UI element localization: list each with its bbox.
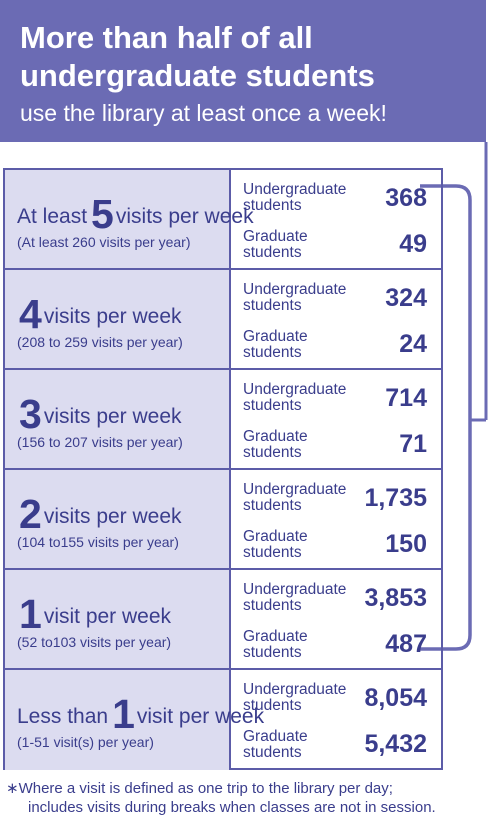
headline-line-3: use the library at least once a week! bbox=[20, 100, 387, 126]
undergrad-label: Undergraduate students bbox=[243, 381, 347, 414]
undergrad-label: Undergraduate students bbox=[243, 681, 347, 714]
frequency-cell: 1visit per week (52 to103 visits per yea… bbox=[5, 570, 231, 668]
grad-count: 71 bbox=[399, 430, 427, 458]
headline-banner: More than half of all undergraduate stud… bbox=[0, 0, 486, 142]
frequency-cell: At least5visits per week (At least 260 v… bbox=[5, 170, 254, 268]
range-label: (At least 260 visits per year) bbox=[17, 234, 191, 250]
footnote-line-1: ∗Where a visit is defined as one trip to… bbox=[6, 780, 393, 797]
range-label: (104 to155 visits per year) bbox=[17, 534, 179, 550]
range-label: (1-51 visit(s) per year) bbox=[17, 734, 154, 750]
footnote-line-2: includes visits during breaks when class… bbox=[28, 799, 436, 816]
frequency-cell: 4visits per week (208 to 259 visits per … bbox=[5, 270, 231, 368]
grad-label: Graduate students bbox=[243, 228, 308, 261]
undergrad-count: 1,735 bbox=[364, 484, 427, 512]
footnote: ∗Where a visit is defined as one trip to… bbox=[6, 779, 498, 817]
undergrad-label: Undergraduate students bbox=[243, 481, 347, 514]
undergrad-label: Undergraduate students bbox=[243, 281, 347, 314]
table-row: 3visits per week (156 to 207 visits per … bbox=[5, 370, 441, 470]
grad-count: 24 bbox=[399, 330, 427, 358]
undergrad-count: 714 bbox=[385, 384, 427, 412]
grad-label: Graduate students bbox=[243, 528, 308, 561]
table-row: 1visit per week (52 to103 visits per yea… bbox=[5, 570, 441, 670]
frequency-label: 3visits per week bbox=[19, 391, 182, 437]
frequency-label: Less than1visit per week bbox=[17, 691, 265, 737]
undergrad-count: 3,853 bbox=[364, 584, 427, 612]
frequency-label: 1visit per week bbox=[19, 591, 172, 637]
table-row: Less than1visit per week (1-51 visit(s) … bbox=[5, 670, 441, 770]
frequency-cell: Less than1visit per week (1-51 visit(s) … bbox=[5, 670, 264, 770]
frequency-label: 2visits per week bbox=[19, 491, 182, 537]
range-label: (52 to103 visits per year) bbox=[17, 634, 172, 650]
table-row: At least5visits per week (At least 260 v… bbox=[5, 170, 441, 270]
undergrad-count: 8,054 bbox=[364, 684, 427, 712]
grad-label: Graduate students bbox=[243, 328, 308, 361]
frequency-cell: 2visits per week (104 to155 visits per y… bbox=[5, 470, 231, 568]
table-row: 2visits per week (104 to155 visits per y… bbox=[5, 470, 441, 570]
range-label: (156 to 207 visits per year) bbox=[17, 434, 183, 450]
grad-label: Graduate students bbox=[243, 728, 308, 761]
undergrad-count: 368 bbox=[385, 184, 427, 212]
table-row: 4visits per week (208 to 259 visits per … bbox=[5, 270, 441, 370]
frequency-label: 4visits per week bbox=[19, 291, 182, 337]
grad-count: 5,432 bbox=[364, 730, 427, 758]
grad-count: 150 bbox=[385, 530, 427, 558]
headline-line-1: More than half of all bbox=[20, 20, 313, 55]
frequency-cell: 3visits per week (156 to 207 visits per … bbox=[5, 370, 231, 468]
undergrad-count: 324 bbox=[385, 284, 427, 312]
visits-table: At least5visits per week (At least 260 v… bbox=[3, 168, 443, 770]
frequency-label: At least5visits per week bbox=[17, 191, 254, 237]
grad-count: 49 bbox=[399, 230, 427, 258]
grad-count: 487 bbox=[385, 630, 427, 658]
range-label: (208 to 259 visits per year) bbox=[17, 334, 183, 350]
undergrad-label: Undergraduate students bbox=[243, 581, 347, 614]
grad-label: Graduate students bbox=[243, 428, 308, 461]
headline-line-2: undergraduate students bbox=[20, 58, 375, 93]
undergrad-label: Undergraduate students bbox=[243, 181, 347, 214]
grad-label: Graduate students bbox=[243, 628, 308, 661]
